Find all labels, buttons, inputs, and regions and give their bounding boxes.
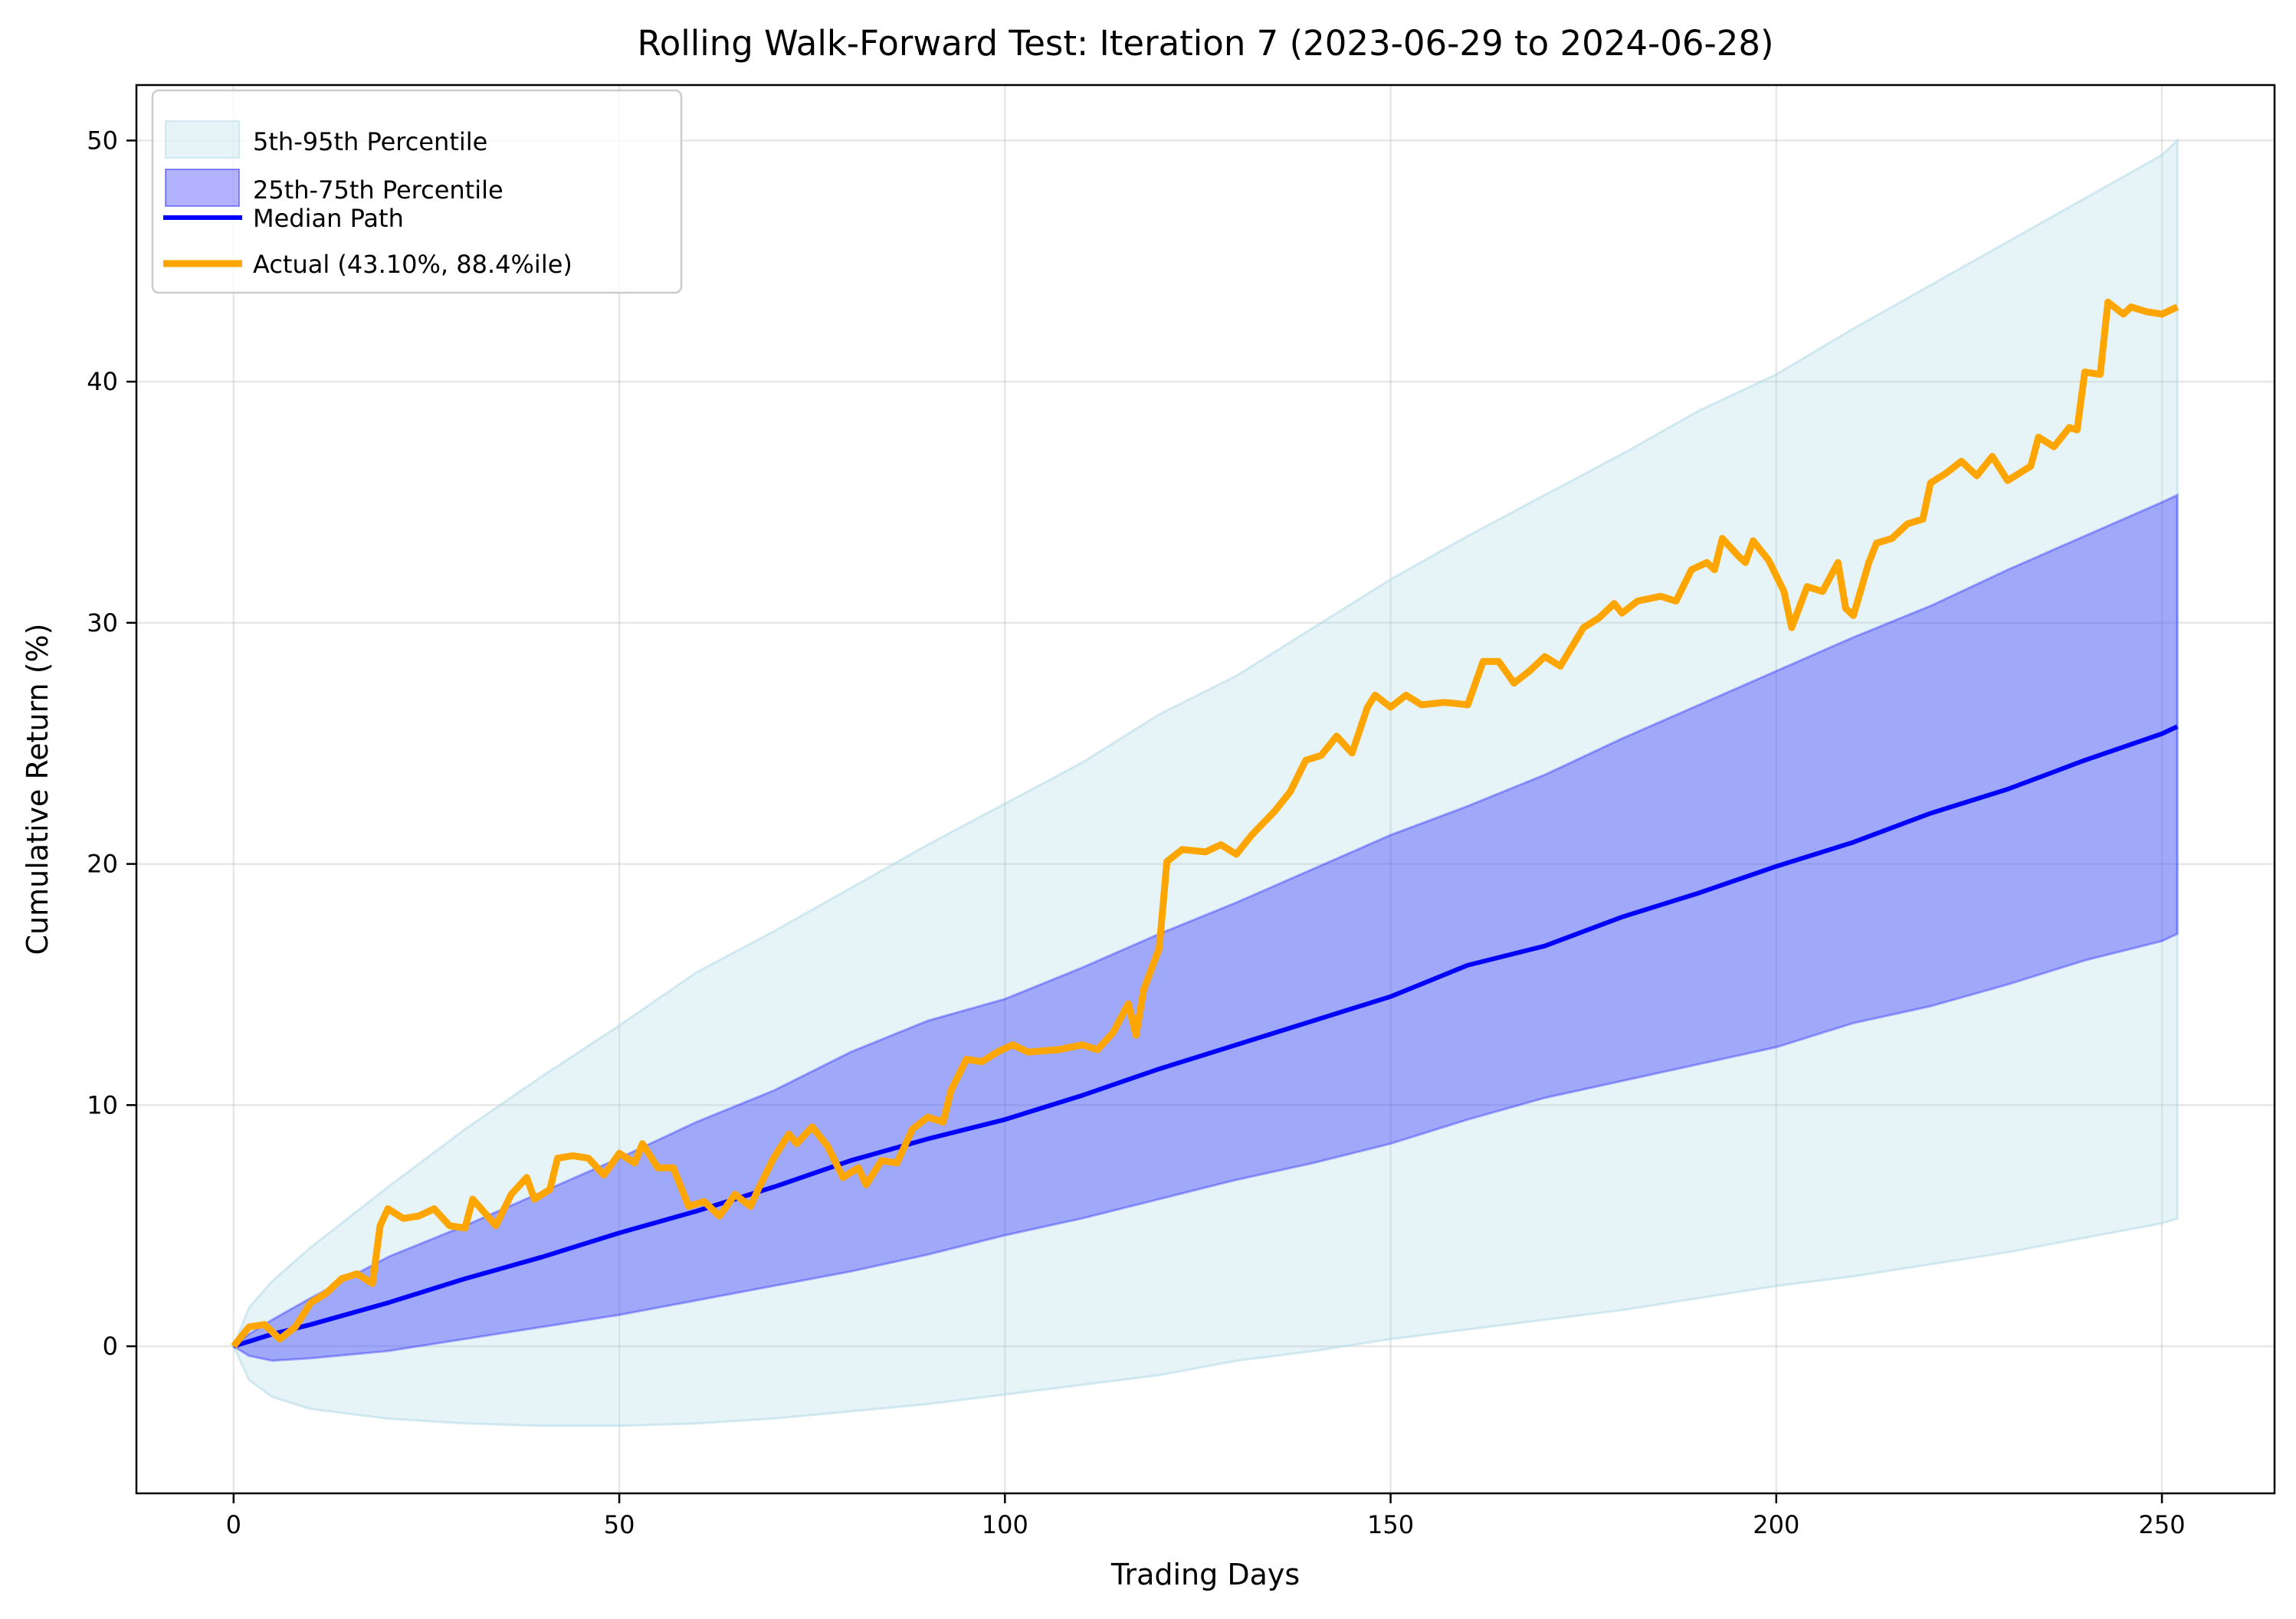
x-tick-label: 200 xyxy=(1753,1510,1799,1539)
x-tick-label: 100 xyxy=(982,1510,1028,1539)
bands xyxy=(231,137,2179,1427)
legend-label-outer-band: 5th-95th Percentile xyxy=(253,127,487,156)
median-path-line xyxy=(232,724,2179,1349)
grid xyxy=(136,85,2275,1493)
x-tick-label: 0 xyxy=(226,1510,241,1539)
lines xyxy=(231,298,2180,1349)
y-tick-label: 20 xyxy=(87,850,118,879)
legend-label-actual: Actual (43.10%, 88.4%ile) xyxy=(253,250,572,279)
y-tick-label: 10 xyxy=(87,1090,118,1119)
legend-swatch-inner-band xyxy=(165,169,240,207)
axes-frame xyxy=(135,84,2276,1495)
y-tick-label: 50 xyxy=(87,126,118,155)
legend-box xyxy=(151,89,683,294)
y-axis-label: Cumulative Return (%) xyxy=(21,624,54,955)
y-tick-label: 30 xyxy=(87,608,118,637)
legend-label-inner-band: 25th-75th Percentile xyxy=(253,175,503,205)
legend-swatch-outer-band xyxy=(165,120,240,159)
x-tick-label: 250 xyxy=(2139,1510,2186,1539)
x-tick-label: 150 xyxy=(1367,1510,1414,1539)
legend-label-median: Median Path xyxy=(253,204,404,233)
outer-percentile-band xyxy=(232,137,2179,1427)
x-axis-label: Trading Days xyxy=(1110,1558,1300,1591)
legend: 5th-95th Percentile 25th-75th Percentile… xyxy=(151,89,683,294)
y-tick-label: 0 xyxy=(103,1332,118,1361)
y-tick-label: 40 xyxy=(87,367,118,396)
chart-title: Rolling Walk-Forward Test: Iteration 7 (… xyxy=(637,23,1773,64)
x-tick-label: 50 xyxy=(604,1510,635,1539)
ticks: 0 50 100 150 200 250 0 10 20 30 40 50 xyxy=(87,126,2185,1539)
actual-path-line xyxy=(231,298,2180,1349)
inner-percentile-band xyxy=(231,493,2179,1362)
